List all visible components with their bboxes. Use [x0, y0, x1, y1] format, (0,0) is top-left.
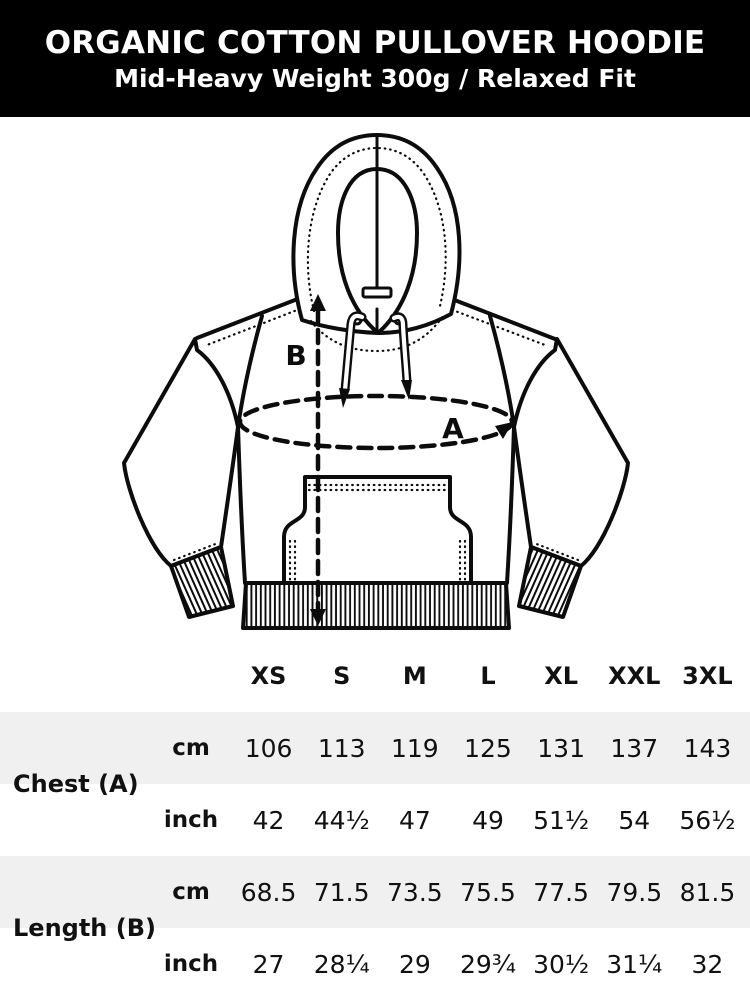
size-value: 77.5 — [533, 877, 589, 907]
hem-ribbing — [241, 581, 511, 630]
size-value: 73.5 — [387, 877, 443, 907]
hoodie-flat-sketch: A B — [122, 133, 630, 630]
size-value: 54 — [618, 805, 651, 835]
size-value: 71.5 — [313, 877, 370, 907]
unit-label: inch — [163, 807, 219, 833]
cuff-left — [169, 545, 235, 619]
size-value: 106 — [244, 733, 293, 763]
size-header-row: XS S M L XL XXL 3XL — [0, 640, 750, 712]
armhole-right-seam — [488, 314, 516, 429]
cuff-left-stitch — [172, 541, 220, 562]
length-group: cm 68.5 71.5 73.5 75.5 77.5 79.5 81.5 in… — [0, 856, 750, 1000]
size-value: 143 — [683, 733, 732, 763]
size-value: 119 — [390, 733, 439, 763]
drawstring-right — [389, 312, 412, 400]
size-value: 30½ — [533, 949, 590, 979]
size-value: 29¾ — [459, 949, 517, 979]
size-value: 81.5 — [679, 877, 736, 907]
measure-b-label: B — [285, 339, 306, 372]
size-value: 47 — [398, 805, 431, 835]
size-value: 137 — [610, 733, 659, 763]
shoulder-left-stitch — [205, 303, 312, 347]
shoulder-right-stitch — [440, 304, 547, 347]
size-value: 51½ — [533, 805, 590, 835]
size-value: 75.5 — [460, 877, 516, 907]
table-row-chest-inch: inch 42 44½ 47 49 51½ 54 56½ — [0, 784, 750, 856]
table-row-chest-cm: cm 106 113 119 125 131 137 143 — [0, 712, 750, 784]
measure-a-label: A — [442, 412, 464, 445]
measure-a-ellipse — [237, 393, 515, 451]
size-value: 27 — [252, 949, 285, 979]
size-value: 49 — [472, 805, 504, 835]
measure-b-arrow-bottom — [310, 609, 326, 626]
unit-label: cm — [172, 735, 210, 761]
table-row-length-inch: inch 27 28¼ 29 29¾ 30½ 31¼ 32 — [0, 928, 750, 1000]
chest-group: cm 106 113 119 125 131 137 143 inch 42 4… — [0, 712, 750, 856]
size-value: 68.5 — [240, 877, 297, 907]
size-value: 125 — [464, 733, 512, 763]
page-subtitle: Mid-Heavy Weight 300g / Relaxed Fit — [114, 63, 636, 93]
sleeve-left — [122, 337, 240, 568]
hoodie-diagram: A B — [0, 117, 750, 640]
row-group-label-length: Length (B) — [13, 914, 156, 942]
measure-b-arrow-top — [310, 294, 326, 311]
kangaroo-pocket — [282, 475, 473, 585]
label-col-spacer — [0, 640, 150, 712]
unit-col-spacer — [150, 640, 232, 712]
size-header-xxl: XXL — [608, 662, 661, 690]
sleeve-right — [512, 337, 630, 568]
body-side-right — [505, 425, 516, 585]
drawstring-left — [339, 311, 367, 408]
unit-label: inch — [163, 951, 219, 977]
size-header-xs: XS — [250, 662, 287, 690]
pocket-stitching — [288, 483, 467, 582]
table-row-length-cm: cm 68.5 71.5 73.5 75.5 77.5 79.5 81.5 — [0, 856, 750, 928]
shoulder-right-seam — [437, 292, 557, 341]
hood-stitch — [306, 146, 447, 313]
size-value: 113 — [317, 733, 366, 763]
cuff-right-stitch — [532, 541, 580, 562]
body-side-left — [236, 425, 247, 585]
size-value: 42 — [252, 805, 285, 835]
size-value: 131 — [537, 733, 585, 763]
size-value: 28¼ — [313, 949, 370, 979]
aglet-right — [401, 380, 412, 400]
size-value: 44½ — [313, 805, 370, 835]
shoulder-left-seam — [195, 291, 315, 340]
row-group-label-chest: Chest (A) — [13, 770, 139, 798]
size-value: 32 — [691, 949, 724, 979]
size-header-s: S — [333, 662, 351, 690]
page-title: ORGANIC COTTON PULLOVER HOODIE — [44, 24, 706, 61]
size-value: 31¼ — [606, 949, 663, 979]
hood-back-panel — [361, 286, 393, 299]
size-table: XS S M L XL XXL 3XL cm 106 113 119 125 1… — [0, 640, 750, 1000]
armhole-left-seam — [236, 314, 264, 429]
title-banner: ORGANIC COTTON PULLOVER HOODIE Mid-Heavy… — [0, 0, 750, 117]
size-header-xl: XL — [544, 662, 579, 690]
size-header-l: L — [480, 662, 496, 690]
size-value: 29 — [398, 949, 431, 979]
size-header-m: M — [402, 662, 427, 690]
measure-a-arrowhead — [495, 422, 513, 439]
size-value: 79.5 — [606, 877, 663, 907]
collar-stitch — [309, 314, 445, 353]
size-value: 56½ — [679, 805, 736, 835]
cuff-right — [517, 545, 583, 619]
aglet-left — [339, 388, 350, 408]
unit-label: cm — [172, 879, 210, 905]
size-header-3xl: 3XL — [682, 662, 733, 690]
